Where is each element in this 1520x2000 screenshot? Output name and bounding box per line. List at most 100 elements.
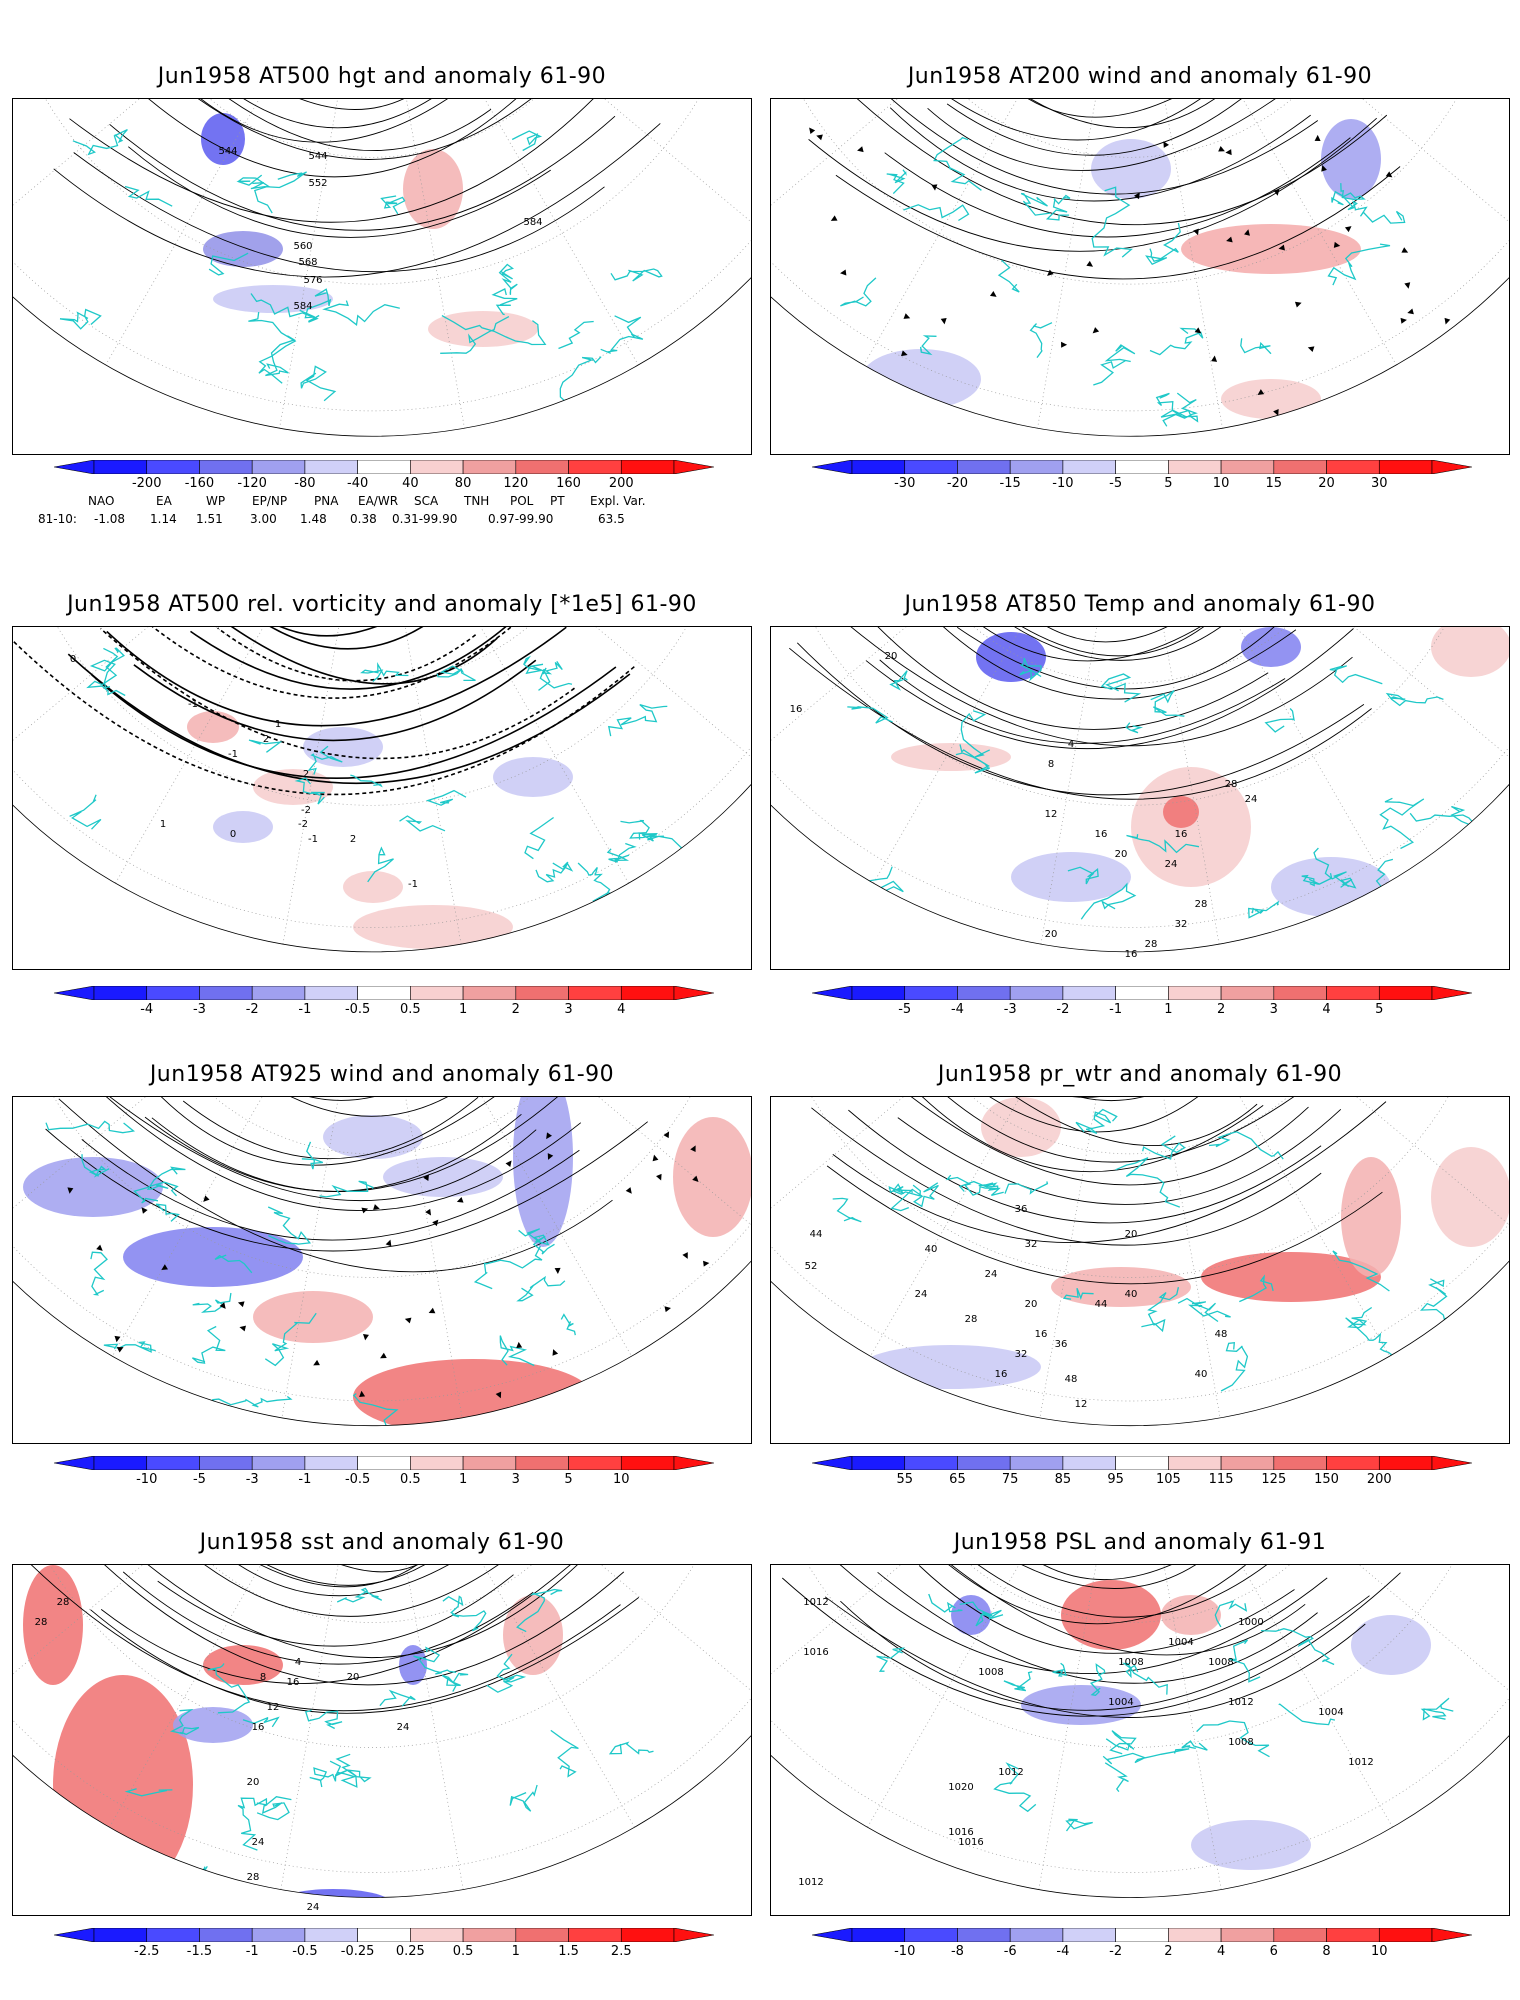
streamline-arrow <box>1314 134 1321 141</box>
colorbar-tick-label: 3 <box>564 1002 573 1017</box>
coastline <box>499 1335 535 1367</box>
coastline <box>1145 222 1181 266</box>
colorbar-tick-label: 15 <box>1265 476 1283 491</box>
coastline <box>919 335 937 356</box>
latitude-gridline <box>771 627 1497 806</box>
coastline <box>1155 392 1199 427</box>
streamline-arrow <box>1444 317 1451 325</box>
streamline-arrow <box>664 1306 671 1313</box>
streamline-arrow <box>812 381 818 389</box>
coastline <box>242 1716 280 1728</box>
colorbar-tick-label: 200 <box>608 476 634 491</box>
colorbar-low-arrow <box>812 1928 853 1942</box>
colorbar-cell <box>1009 1456 1064 1470</box>
colorbar-tick-label: 65 <box>949 1472 966 1487</box>
contour-label: 2 <box>263 734 269 745</box>
colorbar-tick-label: 0.25 <box>395 1944 425 1959</box>
colorbar-cell <box>1168 986 1222 1000</box>
contour-label: 20 <box>1045 929 1058 940</box>
longitude-gridline <box>1129 627 1220 945</box>
colorbar-tick-label: -10 <box>136 1472 158 1487</box>
coastline <box>367 846 394 883</box>
coastline <box>550 1729 579 1778</box>
coastline <box>509 1784 538 1812</box>
coastline <box>518 1228 555 1255</box>
coastline <box>1208 1131 1284 1160</box>
contour-line <box>879 659 1286 744</box>
streamline-arrow <box>1244 229 1250 236</box>
anomaly-shading <box>201 113 245 165</box>
contour-label: 44 <box>1095 1299 1108 1310</box>
contour-label: 16 <box>995 1369 1008 1380</box>
colorbar-tick-label: 1 <box>458 1002 468 1017</box>
contour-line <box>164 1565 513 1617</box>
contour-line <box>106 627 567 727</box>
coastline <box>1331 183 1366 206</box>
coastline <box>516 1275 566 1302</box>
contour-label: 1012 <box>1348 1757 1373 1768</box>
hemisphere-boundary <box>771 1260 1509 1426</box>
colorbar-ticks: -5 -4 -3 -2 -1 1 2 3 4 5 <box>812 1002 1472 1020</box>
contour-line <box>90 1597 640 1714</box>
map-content <box>771 1565 1509 1898</box>
latitude-gridline <box>121 1565 623 1623</box>
longitude-gridline <box>371 627 629 884</box>
coastline <box>307 745 343 775</box>
colorbar-tick-label: -0.5 <box>344 1002 371 1017</box>
coastline <box>413 1646 457 1675</box>
contour-line <box>927 99 1304 171</box>
colorbar-cell <box>357 1456 411 1470</box>
anomaly-shading <box>203 1645 283 1685</box>
coastline <box>876 1647 906 1672</box>
colorbar-cell <box>1115 986 1169 1000</box>
colorbar-cell <box>357 1928 411 1942</box>
contour-line <box>982 627 1240 661</box>
longitude-gridline <box>771 99 1131 247</box>
map-plot: 20164812162024283228242016162428 <box>771 627 1509 960</box>
colorbar-cell <box>1326 1456 1380 1470</box>
coastline <box>1420 1697 1454 1721</box>
coastline <box>1421 1865 1484 1898</box>
colorbar-tick-label: 105 <box>1155 1472 1181 1487</box>
colorbar-tick-label: -0.5 <box>344 1472 371 1487</box>
anomaly-shading <box>1321 119 1381 199</box>
contour-line <box>940 1565 1246 1625</box>
colorbar: -4 -3 -2 -1 -0.5 0.5 1 2 3 4 <box>54 986 714 1017</box>
streamline-arrow <box>690 1145 696 1153</box>
longitude-gridline <box>1040 627 1131 945</box>
colorbar-cell <box>251 460 306 474</box>
contour-label: 24 <box>1245 794 1258 805</box>
colorbar-cell <box>515 460 569 474</box>
streamline-arrow <box>809 127 816 135</box>
contour-line <box>996 99 1227 118</box>
coastline <box>1403 369 1437 403</box>
coastline <box>1100 673 1142 703</box>
coastline <box>1278 1703 1336 1726</box>
colorbar-cell <box>1273 986 1327 1000</box>
contour-label: 44 <box>810 1229 823 1240</box>
colorbar-cell <box>304 986 358 1000</box>
contour-line <box>197 99 473 129</box>
coastline <box>1385 692 1444 707</box>
coastline <box>442 1595 487 1632</box>
colorbar-cell <box>251 986 306 1000</box>
contour-line <box>990 627 1226 657</box>
streamline-arrow <box>1194 327 1202 334</box>
colorbar-tick-label: -30 <box>894 476 916 491</box>
map-content <box>13 1097 751 1426</box>
colorbar-scale <box>812 986 1472 1000</box>
streamline-arrow <box>903 313 911 319</box>
colorbar-cell <box>904 986 958 1000</box>
colorbar-ticks: -10 -8 -6 -4 -2 2 4 6 8 10 <box>812 1944 1472 1962</box>
coastline <box>1191 1301 1219 1323</box>
contour-label: 576 <box>303 275 322 286</box>
colorbar-low-arrow <box>812 986 853 1000</box>
colorbar-high-arrow <box>1431 986 1472 1000</box>
coastline <box>859 1856 887 1892</box>
contour-label: 1000 <box>1238 1617 1263 1628</box>
colorbar-cell <box>410 1456 464 1470</box>
colorbar-tick-label: 4 <box>617 1002 626 1017</box>
colorbar-tick-label: -15 <box>999 476 1021 491</box>
map-content <box>771 627 1509 945</box>
